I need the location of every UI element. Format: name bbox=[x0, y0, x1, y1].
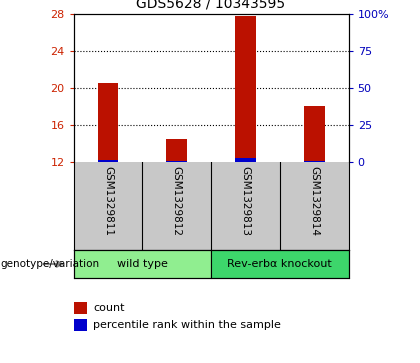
Bar bbox=[166, 139, 187, 162]
Bar bbox=[74, 319, 87, 331]
Text: percentile rank within the sample: percentile rank within the sample bbox=[93, 320, 281, 330]
Text: GSM1329812: GSM1329812 bbox=[172, 166, 182, 236]
Bar bbox=[235, 158, 256, 162]
Bar bbox=[304, 106, 325, 162]
Text: genotype/variation: genotype/variation bbox=[0, 259, 99, 269]
Text: count: count bbox=[93, 303, 125, 313]
Text: Rev-erbα knockout: Rev-erbα knockout bbox=[228, 259, 332, 269]
Text: GSM1329814: GSM1329814 bbox=[309, 166, 319, 236]
Bar bbox=[235, 16, 256, 162]
Bar bbox=[304, 160, 325, 162]
Text: GSM1329813: GSM1329813 bbox=[240, 166, 250, 236]
Bar bbox=[74, 302, 87, 314]
Bar bbox=[97, 83, 118, 162]
Bar bbox=[97, 160, 118, 162]
Title: GDS5628 / 10343595: GDS5628 / 10343595 bbox=[136, 0, 286, 10]
Bar bbox=[166, 161, 187, 162]
Text: wild type: wild type bbox=[117, 259, 168, 269]
Bar bbox=[74, 250, 211, 278]
Bar bbox=[211, 250, 349, 278]
Text: GSM1329811: GSM1329811 bbox=[103, 166, 113, 236]
